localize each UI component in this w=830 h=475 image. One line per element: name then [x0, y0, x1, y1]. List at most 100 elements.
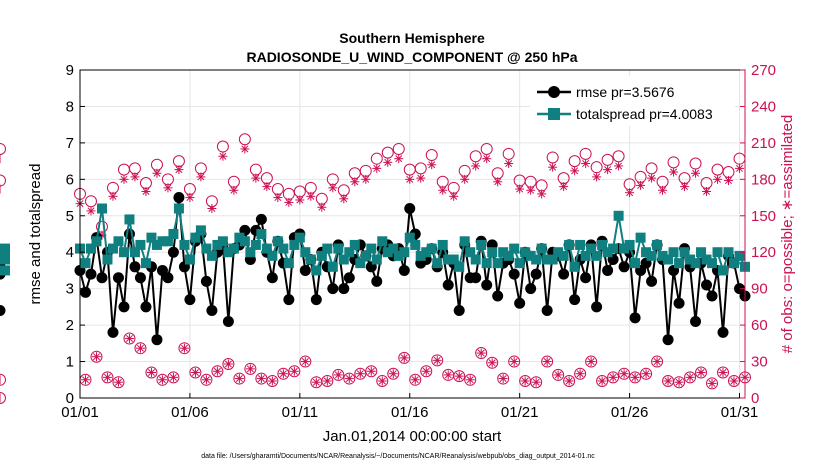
obs-assimilated-point: [163, 183, 173, 193]
obs-assimilated-point: [91, 352, 101, 362]
legend-totalspread-marker: [548, 108, 560, 120]
totalspread-point: [283, 258, 294, 269]
asterisk-stroke: [329, 184, 337, 192]
totalspread-point: [448, 254, 459, 265]
obs-assimilated-point: [102, 372, 112, 382]
obs-assimilated-point: [124, 333, 134, 343]
asterisk-stroke: [406, 175, 414, 183]
asterisk-stroke: [554, 371, 562, 379]
asterisk-stroke: [642, 370, 650, 378]
y-right-tick-label: 30: [751, 354, 768, 371]
rmse-point: [646, 275, 658, 287]
totalspread-point: [646, 250, 657, 261]
totalspread-point: [223, 247, 234, 258]
obs-assimilated-point: [735, 163, 745, 173]
asterisk-stroke: [147, 368, 155, 376]
totalspread-point: [536, 243, 547, 254]
totalspread-point: [635, 232, 646, 243]
asterisk-stroke: [87, 207, 95, 215]
totalspread-point: [690, 258, 701, 269]
asterisk-stroke: [252, 174, 260, 182]
rmse-point: [541, 305, 553, 317]
series-layer: [0, 133, 751, 404]
obs-assimilated-point: [597, 376, 607, 386]
totalspread-point: [569, 261, 580, 272]
chart-title: Southern Hemisphere: [339, 30, 485, 46]
obs-assimilated-point: [724, 176, 734, 186]
asterisk-stroke: [598, 377, 606, 385]
asterisk-stroke: [538, 190, 546, 198]
rmse-point: [470, 272, 482, 284]
rmse-point: [530, 268, 542, 280]
asterisk-stroke: [527, 186, 535, 194]
asterisk-stroke: [532, 378, 540, 386]
totalspread-point: [514, 258, 525, 269]
asterisk-stroke: [488, 359, 496, 367]
obs-possible-point: [288, 365, 301, 378]
obs-possible-point: [178, 342, 191, 355]
obs-possible-point: [211, 365, 224, 378]
obs-assimilated-point: [729, 376, 739, 386]
rmse-point: [134, 272, 146, 284]
obs-possible-point: [497, 372, 510, 385]
obs-possible-point: [134, 342, 147, 355]
rmse-point: [310, 294, 322, 306]
obs-possible-point: [156, 373, 169, 386]
totalspread-point: [591, 250, 602, 261]
obs-assimilated-point: [234, 374, 244, 384]
totalspread-point: [410, 239, 421, 250]
y-left-tick-label: 5: [66, 208, 74, 225]
asterisk-stroke: [703, 187, 711, 195]
asterisk-stroke: [477, 349, 485, 357]
obs-assimilated-point: [289, 366, 299, 376]
asterisk-stroke: [400, 354, 408, 362]
rmse-point: [151, 334, 163, 346]
totalspread-point: [294, 232, 305, 243]
totalspread-point: [360, 250, 371, 261]
y-right-tick-label: 150: [751, 208, 776, 225]
obs-possible-point: [684, 371, 697, 384]
obs-assimilated-point: [256, 374, 266, 384]
obs-assimilated-point: [295, 195, 305, 205]
asterisk-stroke: [158, 376, 166, 384]
obs-assimilated-point: [394, 154, 404, 164]
rmse-point: [453, 305, 465, 317]
totalspread-point: [696, 247, 707, 258]
totalspread-point: [355, 258, 366, 269]
totalspread-point: [558, 250, 569, 261]
asterisk-stroke: [466, 376, 474, 384]
obs-assimilated-point: [190, 367, 200, 377]
totalspread-point: [597, 239, 608, 250]
asterisk-stroke: [730, 377, 738, 385]
obs-assimilated-point: [487, 358, 497, 368]
obs-assimilated-point: [548, 162, 558, 172]
asterisk-stroke: [626, 189, 634, 197]
obs-assimilated-point: [212, 366, 222, 376]
asterisk-stroke: [114, 378, 122, 386]
obs-assimilated-point: [531, 377, 541, 387]
y-left-tick-label: 8: [66, 98, 74, 115]
obs-possible-point: [629, 371, 642, 384]
obs-possible-point: [299, 355, 312, 368]
asterisk-stroke: [648, 174, 656, 182]
asterisk-stroke: [483, 155, 491, 163]
totalspread-point: [520, 247, 531, 258]
obs-assimilated-point: [322, 376, 332, 386]
y-left-tick-label: 2: [66, 317, 74, 334]
obs-assimilated-point: [366, 366, 376, 376]
totalspread-point: [289, 239, 300, 250]
obs-possible-point: [475, 347, 488, 360]
totalspread-point: [173, 203, 184, 214]
totalspread-point: [393, 250, 404, 261]
obs-assimilated-point: [174, 165, 184, 175]
rmse-point: [107, 326, 119, 338]
totalspread-point: [712, 247, 723, 258]
totalspread-point: [184, 254, 195, 265]
obs-assimilated-point: [680, 182, 690, 192]
x-tick-label: 01/11: [282, 404, 318, 421]
asterisk-stroke: [609, 373, 617, 381]
asterisk-stroke: [175, 166, 183, 174]
obs-possible-point: [90, 350, 103, 363]
obs-possible-point: [255, 372, 268, 385]
